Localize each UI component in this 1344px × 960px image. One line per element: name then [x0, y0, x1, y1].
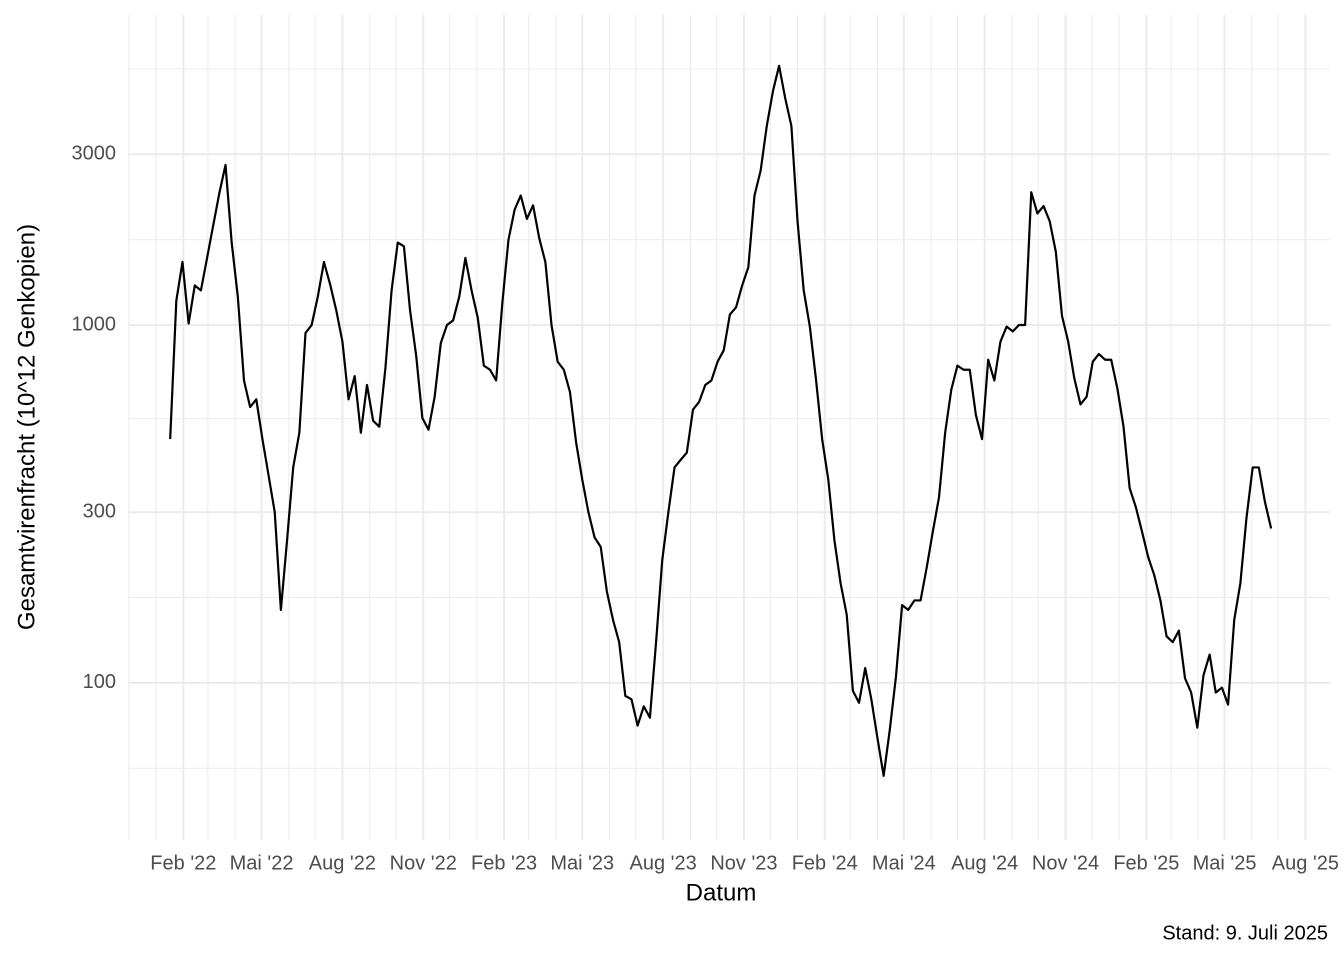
x-tick-label: Nov '24 [1032, 852, 1099, 874]
x-tick-label: Mai '23 [550, 852, 614, 874]
x-tick-label: Feb '25 [1113, 852, 1179, 874]
y-tick-label: 1000 [72, 313, 117, 335]
y-tick-label: 300 [83, 500, 116, 522]
y-tick-label: 3000 [72, 143, 117, 165]
plot [169, 64, 1273, 777]
x-axis-title: Datum [686, 879, 757, 906]
caption: Stand: 9. Juli 2025 [1162, 922, 1328, 944]
ticks: 100 300 1000 3000 Feb '22 Mai '22 Aug '22 Nov '… [72, 143, 1340, 875]
x-tick-label: Aug '22 [309, 852, 376, 874]
y-axis-title: Gesamtvirenfracht (10^12 Genkopien) [13, 224, 40, 630]
y-tick-label: 100 [83, 671, 116, 693]
x-tick-label: Nov '22 [390, 852, 457, 874]
x-tick-label: Nov '23 [710, 852, 777, 874]
x-tick-label: Aug '23 [629, 852, 696, 874]
x-tick-label: Feb '24 [792, 852, 858, 874]
x-tick-label: Aug '25 [1272, 852, 1339, 874]
x-tick-label: Feb '23 [471, 852, 537, 874]
grid [128, 15, 1330, 840]
x-tick-label: Mai '24 [872, 852, 936, 874]
x-tick-label: Mai '22 [230, 852, 294, 874]
x-tick-label: Feb '22 [150, 852, 216, 874]
x-tick-label: Aug '24 [951, 852, 1018, 874]
data-line [169, 64, 1273, 777]
x-tick-label: Mai '25 [1193, 852, 1257, 874]
